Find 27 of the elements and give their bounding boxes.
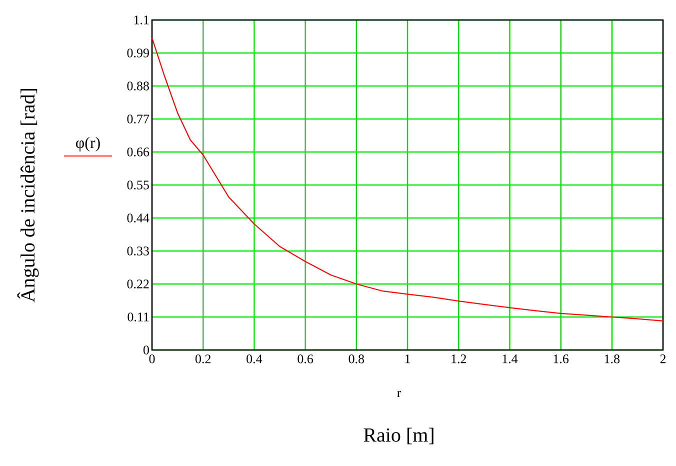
x-tick-label: 1.6 (554, 354, 569, 364)
x-tick-label: 1.2 (452, 354, 466, 364)
line-series (151, 37, 664, 322)
y-tick-label: 0.33 (127, 246, 149, 256)
x-tick-label: 1 (405, 354, 410, 364)
x-tick-label: 1.4 (502, 354, 518, 364)
x-tick-label: 2 (660, 354, 666, 364)
y-tick-label: 0 (143, 346, 149, 354)
y-tick-label: 0.11 (128, 312, 149, 322)
x-tick-label: 1.8 (604, 354, 620, 364)
y-tick-label: 0.22 (127, 280, 149, 288)
y-tick-label: 0.99 (127, 48, 149, 58)
y-tick-label: 0.55 (127, 180, 149, 190)
y-axis-title: Ângulo de incidência [rad] (17, 89, 39, 302)
x-tick-label: 0.2 (195, 354, 211, 364)
x-tick-label: 0 (149, 354, 155, 364)
y-tick-label: 0.44 (127, 214, 150, 222)
y-tick-label: 0.66 (127, 148, 150, 156)
text: φ(r) (76, 136, 100, 152)
y-tick-label: 1.1 (134, 16, 149, 24)
x-tick-label: 0.4 (246, 354, 262, 364)
x-axis-title: r (397, 390, 402, 398)
text: Raio [m] (364, 428, 434, 444)
x-tick-label: 0.8 (348, 354, 364, 364)
y-tick-label: 0.88 (127, 82, 149, 90)
y-tick-label: 0.77 (127, 114, 150, 124)
x-tick-label: 0.6 (298, 354, 314, 364)
